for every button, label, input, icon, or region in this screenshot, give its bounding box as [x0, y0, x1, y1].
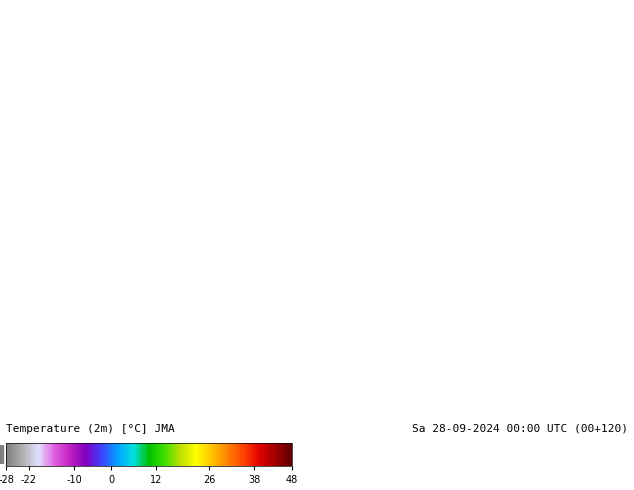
Text: Sa 28-09-2024 00:00 UTC (00+120): Sa 28-09-2024 00:00 UTC (00+120): [411, 424, 628, 434]
FancyArrow shape: [0, 443, 3, 465]
Text: Temperature (2m) [°C] JMA: Temperature (2m) [°C] JMA: [6, 424, 175, 434]
